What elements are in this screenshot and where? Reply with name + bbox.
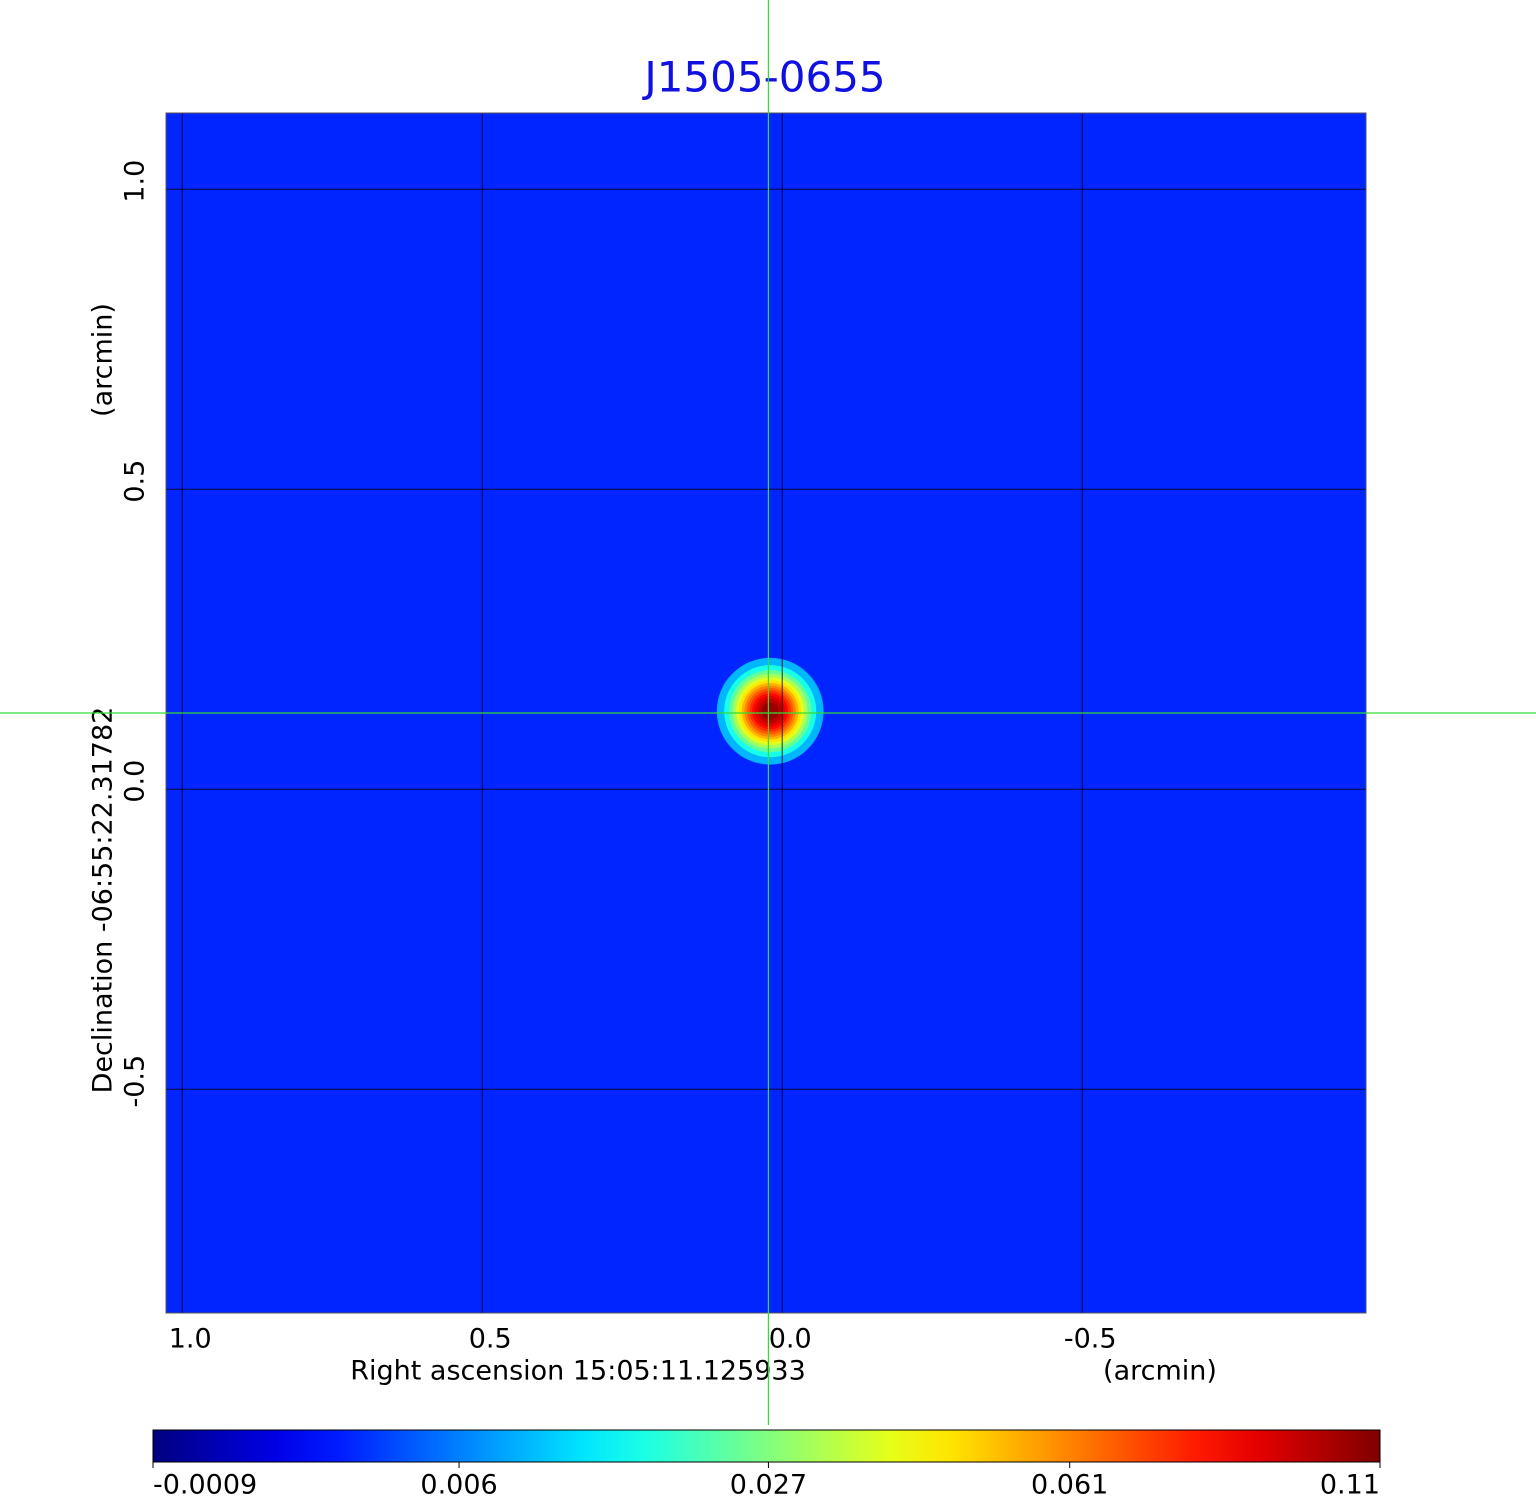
- x-tick-label: 0.0: [769, 1324, 812, 1355]
- y-tick-label: 1.0: [120, 160, 151, 203]
- x-tick-label: 1.0: [169, 1324, 212, 1355]
- colorbar-tick-label: 0.006: [420, 1470, 497, 1500]
- y-axis-unit: (arcmin): [88, 303, 119, 417]
- y-tick-label: -0.5: [120, 1055, 151, 1108]
- y-tick-label: 0.0: [120, 760, 151, 803]
- source: [716, 657, 824, 765]
- colorbar-tick-label: 0.11: [1320, 1470, 1380, 1500]
- colorbar: [152, 1429, 1381, 1463]
- colorbar-tick-label: 0.061: [1031, 1470, 1108, 1500]
- x-tick-label: -0.5: [1064, 1324, 1117, 1355]
- source-level: [761, 702, 779, 720]
- chart-title: J1505-0655: [641, 53, 885, 102]
- x-axis-label: Right ascension 15:05:11.125933: [350, 1356, 806, 1387]
- x-tick-label: 0.5: [469, 1324, 512, 1355]
- colorbar-tick-label: -0.0009: [153, 1470, 257, 1500]
- y-tick-label: 0.5: [120, 460, 151, 503]
- colorbar-tick-label: 0.027: [730, 1470, 807, 1500]
- y-axis-label: Declination -06:55:22.31782: [88, 707, 119, 1094]
- x-axis-unit: (arcmin): [1103, 1356, 1217, 1387]
